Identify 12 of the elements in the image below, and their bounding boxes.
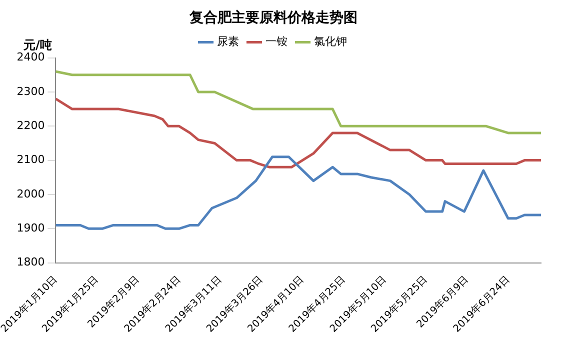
y-tick-label: 2400 xyxy=(16,50,45,64)
y-axis-title: 元/吨 xyxy=(22,38,52,52)
legend-label: 氯化钾 xyxy=(314,35,347,48)
legend-label: 一铵 xyxy=(265,35,288,48)
y-tick-label: 2100 xyxy=(16,153,45,166)
y-tick-label: 1900 xyxy=(16,222,45,234)
y-tick-label: 1800 xyxy=(16,256,45,269)
chart-title: 复合肥主要原料价格走势图 xyxy=(188,9,358,26)
y-tick-label: 2200 xyxy=(16,118,45,132)
y-tick-label: 2000 xyxy=(16,187,45,200)
y-tick-label: 2300 xyxy=(16,84,45,98)
legend-label: 尿素 xyxy=(216,35,239,48)
